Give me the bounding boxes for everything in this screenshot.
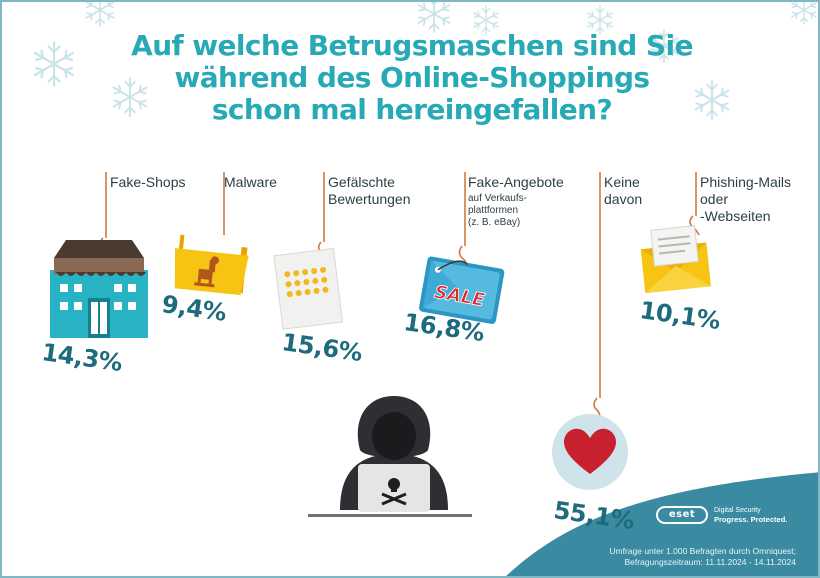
brand-tagline: Digital Security Progress. Protected. (714, 506, 787, 525)
category-sublabel-fake-offers: auf Verkaufs- plattformen (z. B. eBay) (468, 193, 527, 229)
page-title: Auf welche Betrugsmaschen sind Sie währe… (62, 30, 762, 126)
footnote-line-2: Befragungszeitraum: 11.11.2024 - 14.11.2… (624, 557, 796, 567)
category-label-line: davon (604, 191, 643, 207)
category-label-none: Keine davon (604, 174, 642, 208)
category-label-fake-offers: Fake-Angebote (468, 174, 564, 191)
tagline-line-2: Progress. Protected. (714, 515, 788, 524)
category-label-line: Gefälschte (328, 174, 395, 190)
category-label-line: Phishing-Mails (700, 174, 792, 190)
category-label-line: Keine (604, 174, 640, 190)
malware-folder-icon (174, 231, 249, 296)
category-label-reviews: Gefälschte Bewertungen (328, 174, 411, 208)
house-icon (50, 240, 148, 338)
category-label-line: -Webseiten (700, 208, 771, 224)
category-sublabel-line: (z. B. eBay) (468, 217, 521, 228)
footer-wave (506, 472, 818, 576)
envelope-icon (640, 225, 711, 294)
hook-none (593, 397, 601, 419)
footnote-line-1: Umfrage unter 1.000 Befragten durch Omni… (609, 546, 796, 556)
category-label-malware: Malware (224, 174, 277, 191)
category-label-line: oder (700, 191, 729, 207)
sale-tag-icon: SALE (419, 256, 505, 324)
title-line-3: schon mal hereingefallen? (211, 93, 613, 126)
eset-logo: eset (656, 506, 708, 524)
tagline-line-1: Digital Security (714, 507, 761, 514)
category-label-line: Fake-Angebote (468, 174, 564, 190)
category-sublabel-line: auf Verkaufs- (468, 193, 527, 204)
category-label-phishing: Phishing-Mails oder -Webseiten (700, 174, 791, 225)
category-label-line: Malware (224, 174, 277, 190)
category-label-line: Fake-Shops (110, 174, 186, 190)
review-stars-icon (273, 247, 344, 330)
survey-footnote: Umfrage unter 1.000 Befragten durch Omni… (536, 546, 796, 568)
category-label-fake-shops: Fake-Shops (110, 174, 185, 191)
category-sublabel-line: plattformen (468, 205, 519, 216)
hacker-icon (308, 396, 472, 517)
title-line-2: während des Online-Shoppings (174, 61, 650, 94)
title-line-1: Auf welche Betrugsmaschen sind Sie (131, 29, 693, 62)
category-label-line: Bewertungen (328, 191, 411, 207)
heart-icon (552, 414, 628, 490)
hook-fake-offers (458, 245, 468, 265)
